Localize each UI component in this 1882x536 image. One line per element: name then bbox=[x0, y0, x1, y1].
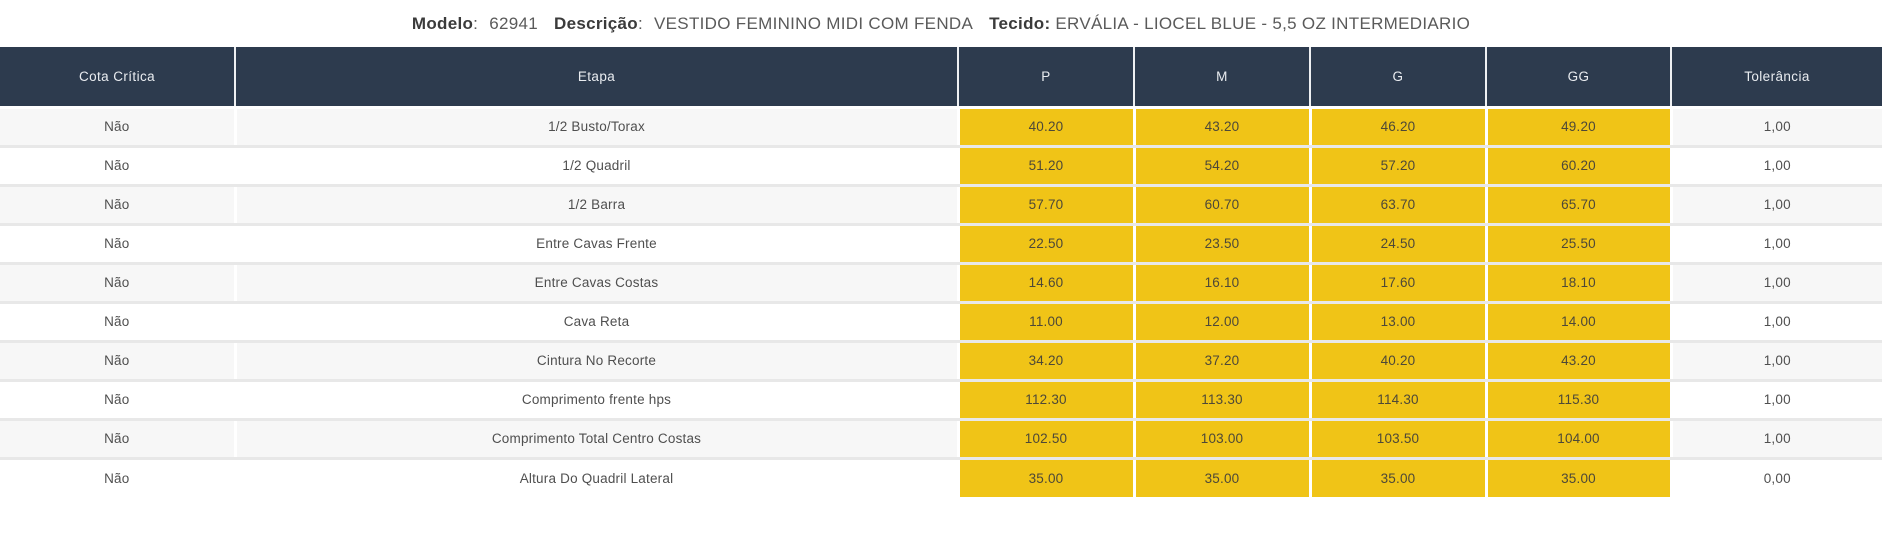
table-row: Não Entre Cavas Costas 14.60 16.10 17.60… bbox=[0, 263, 1882, 304]
cota-critica-cell: Não bbox=[0, 302, 237, 343]
cota-critica-cell: Não bbox=[0, 380, 237, 421]
column-header-cota-critica: Cota Crítica bbox=[0, 47, 236, 109]
size-g-cell[interactable]: 114.30 bbox=[1310, 380, 1488, 421]
column-header-tolerancia: Tolerância bbox=[1671, 47, 1882, 109]
size-gg-cell[interactable]: 115.30 bbox=[1486, 380, 1673, 421]
column-header-size-g: G bbox=[1310, 47, 1487, 109]
tolerancia-cell: 0,00 bbox=[1671, 458, 1882, 497]
size-m-cell[interactable]: 113.30 bbox=[1134, 380, 1312, 421]
size-m-cell[interactable]: 23.50 bbox=[1134, 224, 1312, 265]
size-gg-cell[interactable]: 14.00 bbox=[1486, 302, 1673, 343]
size-g-cell[interactable]: 103.50 bbox=[1310, 419, 1488, 460]
tolerancia-cell: 1,00 bbox=[1671, 302, 1882, 343]
size-gg-cell[interactable]: 104.00 bbox=[1486, 419, 1673, 460]
column-header-size-p: P bbox=[958, 47, 1135, 109]
size-m-cell[interactable]: 35.00 bbox=[1134, 458, 1312, 497]
size-g-cell[interactable]: 63.70 bbox=[1310, 185, 1488, 226]
tolerancia-cell: 1,00 bbox=[1671, 146, 1882, 187]
etapa-cell: Entre Cavas Costas bbox=[235, 263, 960, 304]
cota-critica-cell: Não bbox=[0, 458, 237, 497]
spec-title-bar: Modelo 62941 Descrição VESTIDO FEMININO MI… bbox=[0, 0, 1882, 47]
size-p-cell[interactable]: 57.70 bbox=[958, 185, 1136, 226]
size-p-cell[interactable]: 40.20 bbox=[958, 107, 1136, 148]
etapa-cell: Cintura No Recorte bbox=[235, 341, 960, 382]
tolerancia-cell: 1,00 bbox=[1671, 341, 1882, 382]
descricao-segment: Descrição VESTIDO FEMININO MIDI COM FENDA bbox=[554, 14, 973, 34]
column-header-etapa: Etapa bbox=[235, 47, 959, 109]
tolerancia-cell: 1,00 bbox=[1671, 263, 1882, 304]
size-g-cell[interactable]: 17.60 bbox=[1310, 263, 1488, 304]
etapa-cell: 1/2 Barra bbox=[235, 185, 960, 226]
table-header-row: Cota Crítica Etapa P M G GG Tolerância bbox=[0, 47, 1882, 109]
modelo-segment: Modelo 62941 bbox=[412, 14, 538, 34]
table-row: Não Comprimento frente hps 112.30 113.30… bbox=[0, 380, 1882, 421]
cota-critica-cell: Não bbox=[0, 107, 237, 148]
column-header-size-m: M bbox=[1134, 47, 1311, 109]
size-m-cell[interactable]: 43.20 bbox=[1134, 107, 1312, 148]
size-g-cell[interactable]: 46.20 bbox=[1310, 107, 1488, 148]
tolerancia-cell: 1,00 bbox=[1671, 419, 1882, 460]
column-header-size-gg: GG bbox=[1486, 47, 1672, 109]
size-gg-cell[interactable]: 65.70 bbox=[1486, 185, 1673, 226]
cota-critica-cell: Não bbox=[0, 263, 237, 304]
tolerancia-cell: 1,00 bbox=[1671, 107, 1882, 148]
table-row: Não Cava Reta 11.00 12.00 13.00 14.00 1,… bbox=[0, 302, 1882, 343]
tecido-value: ERVÁLIA - LIOCEL BLUE - 5,5 OZ INTERMEDI… bbox=[1055, 13, 1471, 33]
etapa-cell: 1/2 Busto/Torax bbox=[235, 107, 960, 148]
etapa-cell: Cava Reta bbox=[235, 302, 960, 343]
size-gg-cell[interactable]: 43.20 bbox=[1486, 341, 1673, 382]
cota-critica-cell: Não bbox=[0, 146, 237, 187]
size-p-cell[interactable]: 11.00 bbox=[958, 302, 1136, 343]
size-g-cell[interactable]: 24.50 bbox=[1310, 224, 1488, 265]
size-gg-cell[interactable]: 49.20 bbox=[1486, 107, 1673, 148]
size-g-cell[interactable]: 57.20 bbox=[1310, 146, 1488, 187]
size-g-cell[interactable]: 13.00 bbox=[1310, 302, 1488, 343]
etapa-cell: 1/2 Quadril bbox=[235, 146, 960, 187]
etapa-cell: Comprimento Total Centro Costas bbox=[235, 419, 960, 460]
table-row: Não Altura Do Quadril Lateral 35.00 35.0… bbox=[0, 458, 1882, 497]
table-row: Não 1/2 Barra 57.70 60.70 63.70 65.70 1,… bbox=[0, 185, 1882, 226]
size-gg-cell[interactable]: 25.50 bbox=[1486, 224, 1673, 265]
size-p-cell[interactable]: 51.20 bbox=[958, 146, 1136, 187]
modelo-label: Modelo bbox=[412, 14, 483, 33]
table-row: Não 1/2 Quadril 51.20 54.20 57.20 60.20 … bbox=[0, 146, 1882, 187]
size-p-cell[interactable]: 35.00 bbox=[958, 458, 1136, 497]
tecido-label: Tecido: bbox=[989, 13, 1051, 33]
size-gg-cell[interactable]: 60.20 bbox=[1486, 146, 1673, 187]
tecido-segment: Tecido: ERVÁLIA - LIOCEL BLUE - 5,5 OZ IN… bbox=[989, 14, 1470, 34]
size-gg-cell[interactable]: 35.00 bbox=[1486, 458, 1673, 497]
size-m-cell[interactable]: 54.20 bbox=[1134, 146, 1312, 187]
size-m-cell[interactable]: 103.00 bbox=[1134, 419, 1312, 460]
tolerancia-cell: 1,00 bbox=[1671, 185, 1882, 226]
etapa-cell: Comprimento frente hps bbox=[235, 380, 960, 421]
size-m-cell[interactable]: 12.00 bbox=[1134, 302, 1312, 343]
size-m-cell[interactable]: 37.20 bbox=[1134, 341, 1312, 382]
table-row: Não 1/2 Busto/Torax 40.20 43.20 46.20 49… bbox=[0, 107, 1882, 148]
etapa-cell: Altura Do Quadril Lateral bbox=[235, 458, 960, 497]
tolerancia-cell: 1,00 bbox=[1671, 224, 1882, 265]
size-m-cell[interactable]: 60.70 bbox=[1134, 185, 1312, 226]
measurements-table: Cota Crítica Etapa P M G GG Tolerância N… bbox=[0, 47, 1882, 497]
size-g-cell[interactable]: 35.00 bbox=[1310, 458, 1488, 497]
size-g-cell[interactable]: 40.20 bbox=[1310, 341, 1488, 382]
etapa-cell: Entre Cavas Frente bbox=[235, 224, 960, 265]
tolerancia-cell: 1,00 bbox=[1671, 380, 1882, 421]
cota-critica-cell: Não bbox=[0, 419, 237, 460]
size-p-cell[interactable]: 112.30 bbox=[958, 380, 1136, 421]
descricao-value: VESTIDO FEMININO MIDI COM FENDA bbox=[654, 13, 974, 33]
size-p-cell[interactable]: 34.20 bbox=[958, 341, 1136, 382]
cota-critica-cell: Não bbox=[0, 341, 237, 382]
size-p-cell[interactable]: 22.50 bbox=[958, 224, 1136, 265]
size-p-cell[interactable]: 102.50 bbox=[958, 419, 1136, 460]
table-row: Não Entre Cavas Frente 22.50 23.50 24.50… bbox=[0, 224, 1882, 265]
size-p-cell[interactable]: 14.60 bbox=[958, 263, 1136, 304]
table-row: Não Cintura No Recorte 34.20 37.20 40.20… bbox=[0, 341, 1882, 382]
cota-critica-cell: Não bbox=[0, 224, 237, 265]
size-gg-cell[interactable]: 18.10 bbox=[1486, 263, 1673, 304]
cota-critica-cell: Não bbox=[0, 185, 237, 226]
modelo-value: 62941 bbox=[489, 13, 538, 33]
size-m-cell[interactable]: 16.10 bbox=[1134, 263, 1312, 304]
table-row: Não Comprimento Total Centro Costas 102.… bbox=[0, 419, 1882, 460]
descricao-label: Descrição bbox=[554, 14, 648, 33]
